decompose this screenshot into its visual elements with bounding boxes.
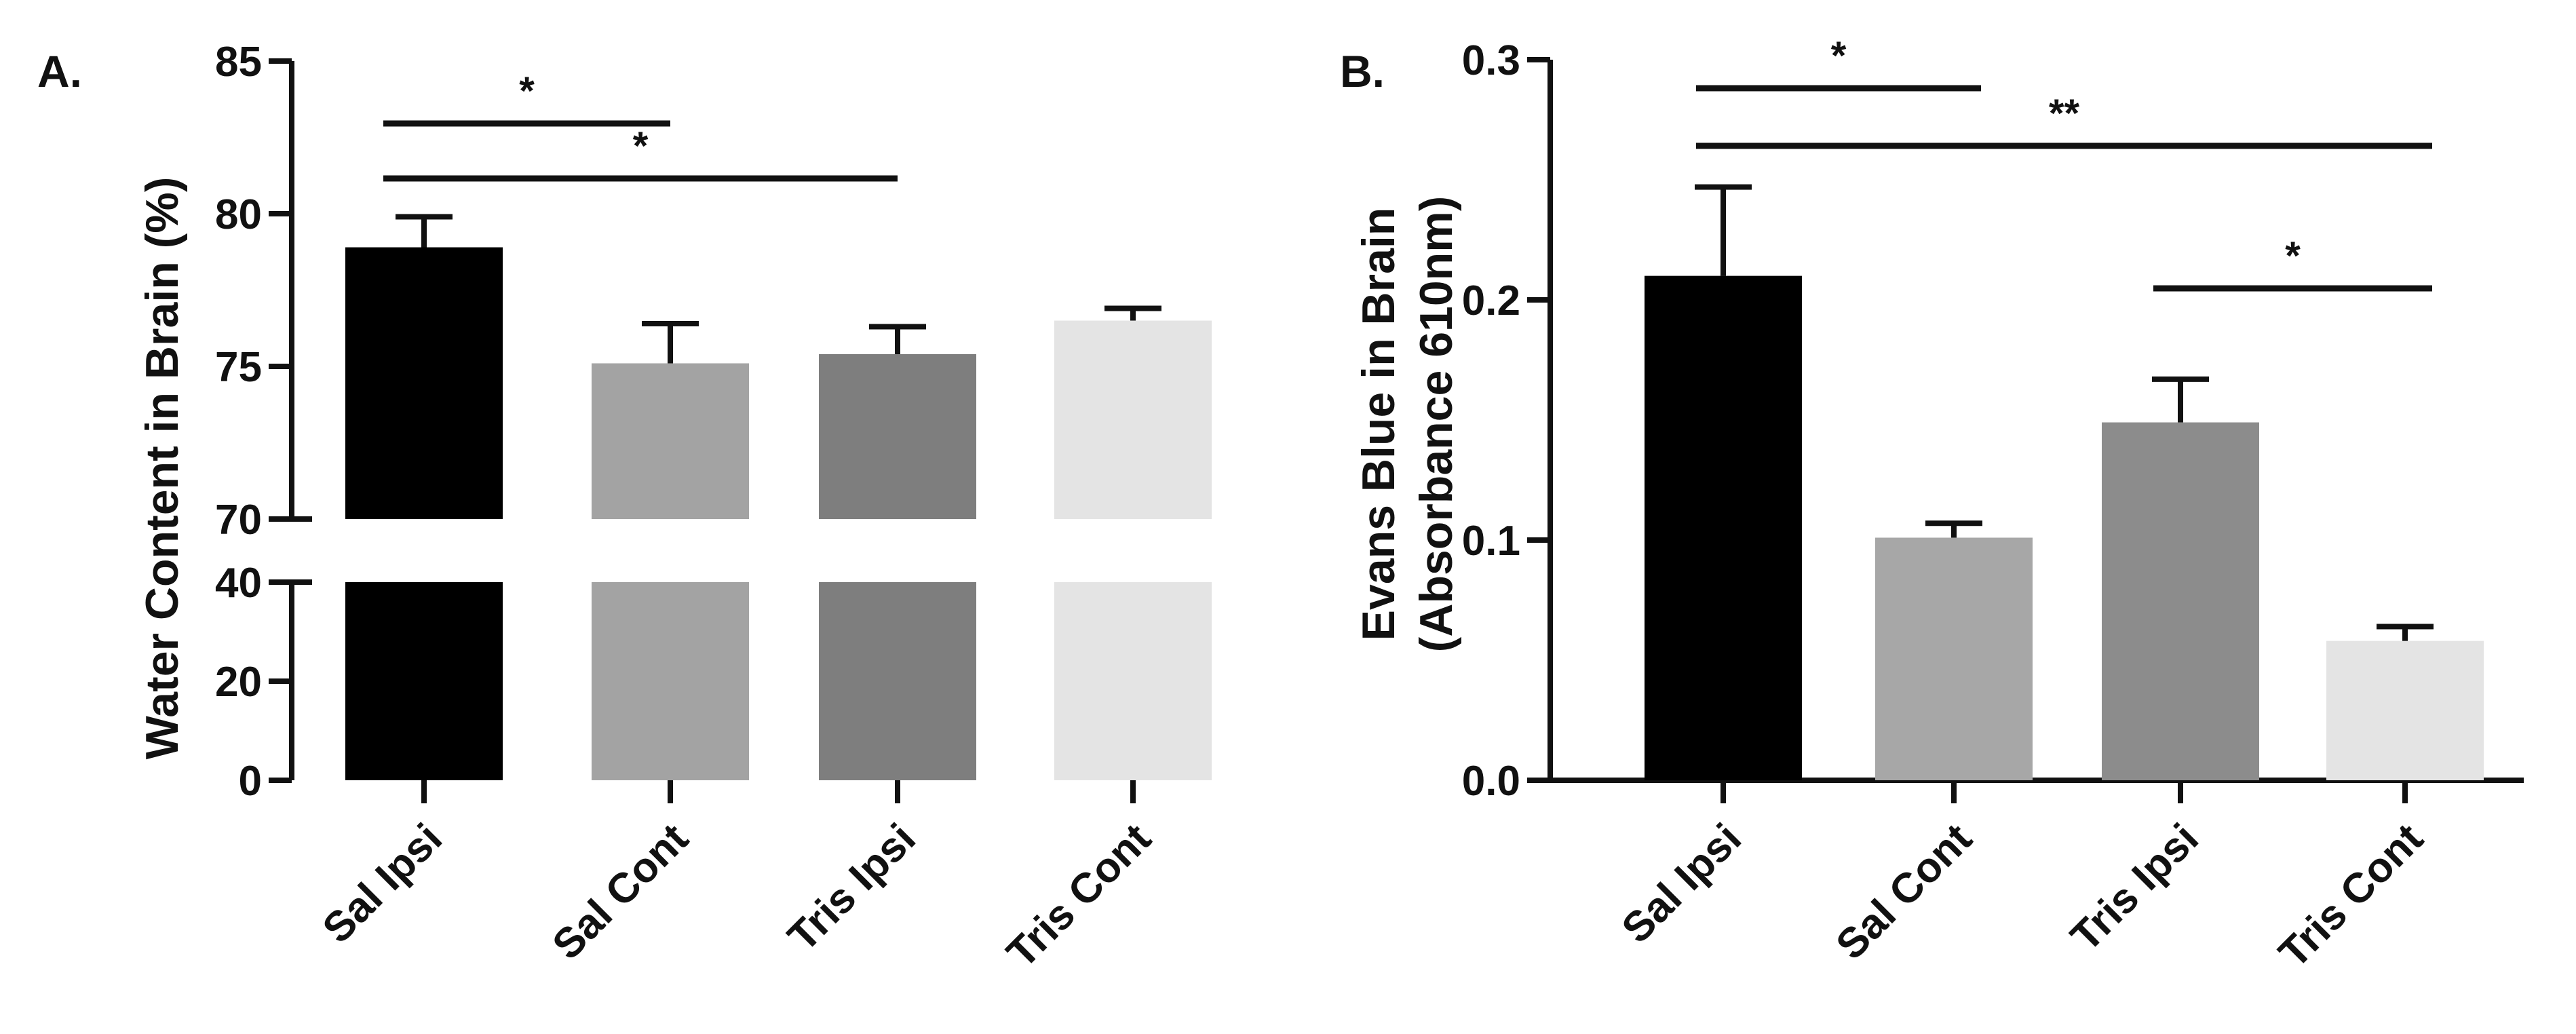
x-tick-label: Sal Ipsi bbox=[1613, 815, 1750, 952]
y-tick-label: 40 bbox=[215, 560, 262, 607]
panel-a-significance: ** bbox=[383, 69, 898, 182]
bar-lower-segment bbox=[1054, 582, 1212, 780]
y-tick-label: 0.1 bbox=[1462, 518, 1520, 564]
bar-upper-segment bbox=[592, 363, 749, 519]
x-tick-label: Tris Ipsi bbox=[2062, 815, 2207, 960]
bar-lower-segment bbox=[819, 582, 976, 780]
panel-b-chart: B. Evans Blue in Brain (Absorbance 610nm… bbox=[1340, 34, 2524, 977]
y-tick-label: 0 bbox=[239, 758, 262, 805]
panel-a-y-axis-title: Water Content in Brain (%) bbox=[136, 177, 188, 760]
x-tick-label: Sal Cont bbox=[543, 815, 697, 969]
bar bbox=[2326, 640, 2484, 780]
panel-b-y-axis-title-line2: (Absorbance 610nm) bbox=[1410, 196, 1462, 653]
x-tick-label: Sal Cont bbox=[1827, 815, 1981, 969]
panel-b-x-tick-labels: Sal Ipsi Sal Cont Tris Ipsi Tris Cont bbox=[1613, 780, 2432, 977]
bar bbox=[2102, 422, 2259, 780]
panel-b-label: B. bbox=[1340, 46, 1385, 96]
y-tick-label: 70 bbox=[215, 497, 262, 543]
y-tick-label: 0.2 bbox=[1462, 277, 1520, 324]
significance-label: * bbox=[633, 124, 649, 168]
panel-a-x-tick-labels: Sal Ipsi Sal Cont Tris Ipsi Tris Cont bbox=[314, 780, 1160, 977]
y-tick-label: 75 bbox=[215, 344, 262, 391]
panel-b-y-axis-title-line1: Evans Blue in Brain bbox=[1353, 208, 1404, 641]
x-tick-label: Tris Cont bbox=[2270, 815, 2432, 977]
y-tick-label: 80 bbox=[215, 191, 262, 238]
y-tick-label: 0.3 bbox=[1462, 37, 1520, 84]
y-tick-label: 85 bbox=[215, 39, 262, 85]
significance-label: * bbox=[519, 69, 535, 113]
bar-upper-segment bbox=[345, 247, 503, 519]
x-tick-label: Sal Ipsi bbox=[314, 815, 451, 952]
panel-b-bars bbox=[1645, 184, 2484, 781]
panel-b-significance: **** bbox=[1696, 34, 2432, 292]
significance-label: * bbox=[1831, 34, 1847, 78]
panel-a-chart: A. Water Content in Brain (%) 0 20 40 70 75 8… bbox=[37, 39, 1212, 977]
x-tick-label: Tris Cont bbox=[998, 815, 1160, 977]
y-tick-label: 0.0 bbox=[1462, 758, 1520, 805]
significance-label: * bbox=[2285, 234, 2301, 278]
y-tick-label: 20 bbox=[215, 659, 262, 706]
panel-a-label: A. bbox=[37, 46, 82, 96]
significance-label: ** bbox=[2049, 92, 2080, 136]
bar-lower-segment bbox=[345, 582, 503, 780]
x-tick-label: Tris Ipsi bbox=[779, 815, 924, 960]
panel-a-y-axis: 0 20 40 70 75 80 85 bbox=[215, 39, 312, 805]
bar-upper-segment bbox=[1054, 320, 1212, 519]
panel-a-bars bbox=[345, 214, 1212, 780]
bar-lower-segment bbox=[592, 582, 749, 780]
bar bbox=[1645, 275, 1802, 781]
bar-upper-segment bbox=[819, 354, 976, 519]
bar bbox=[1875, 537, 2033, 780]
